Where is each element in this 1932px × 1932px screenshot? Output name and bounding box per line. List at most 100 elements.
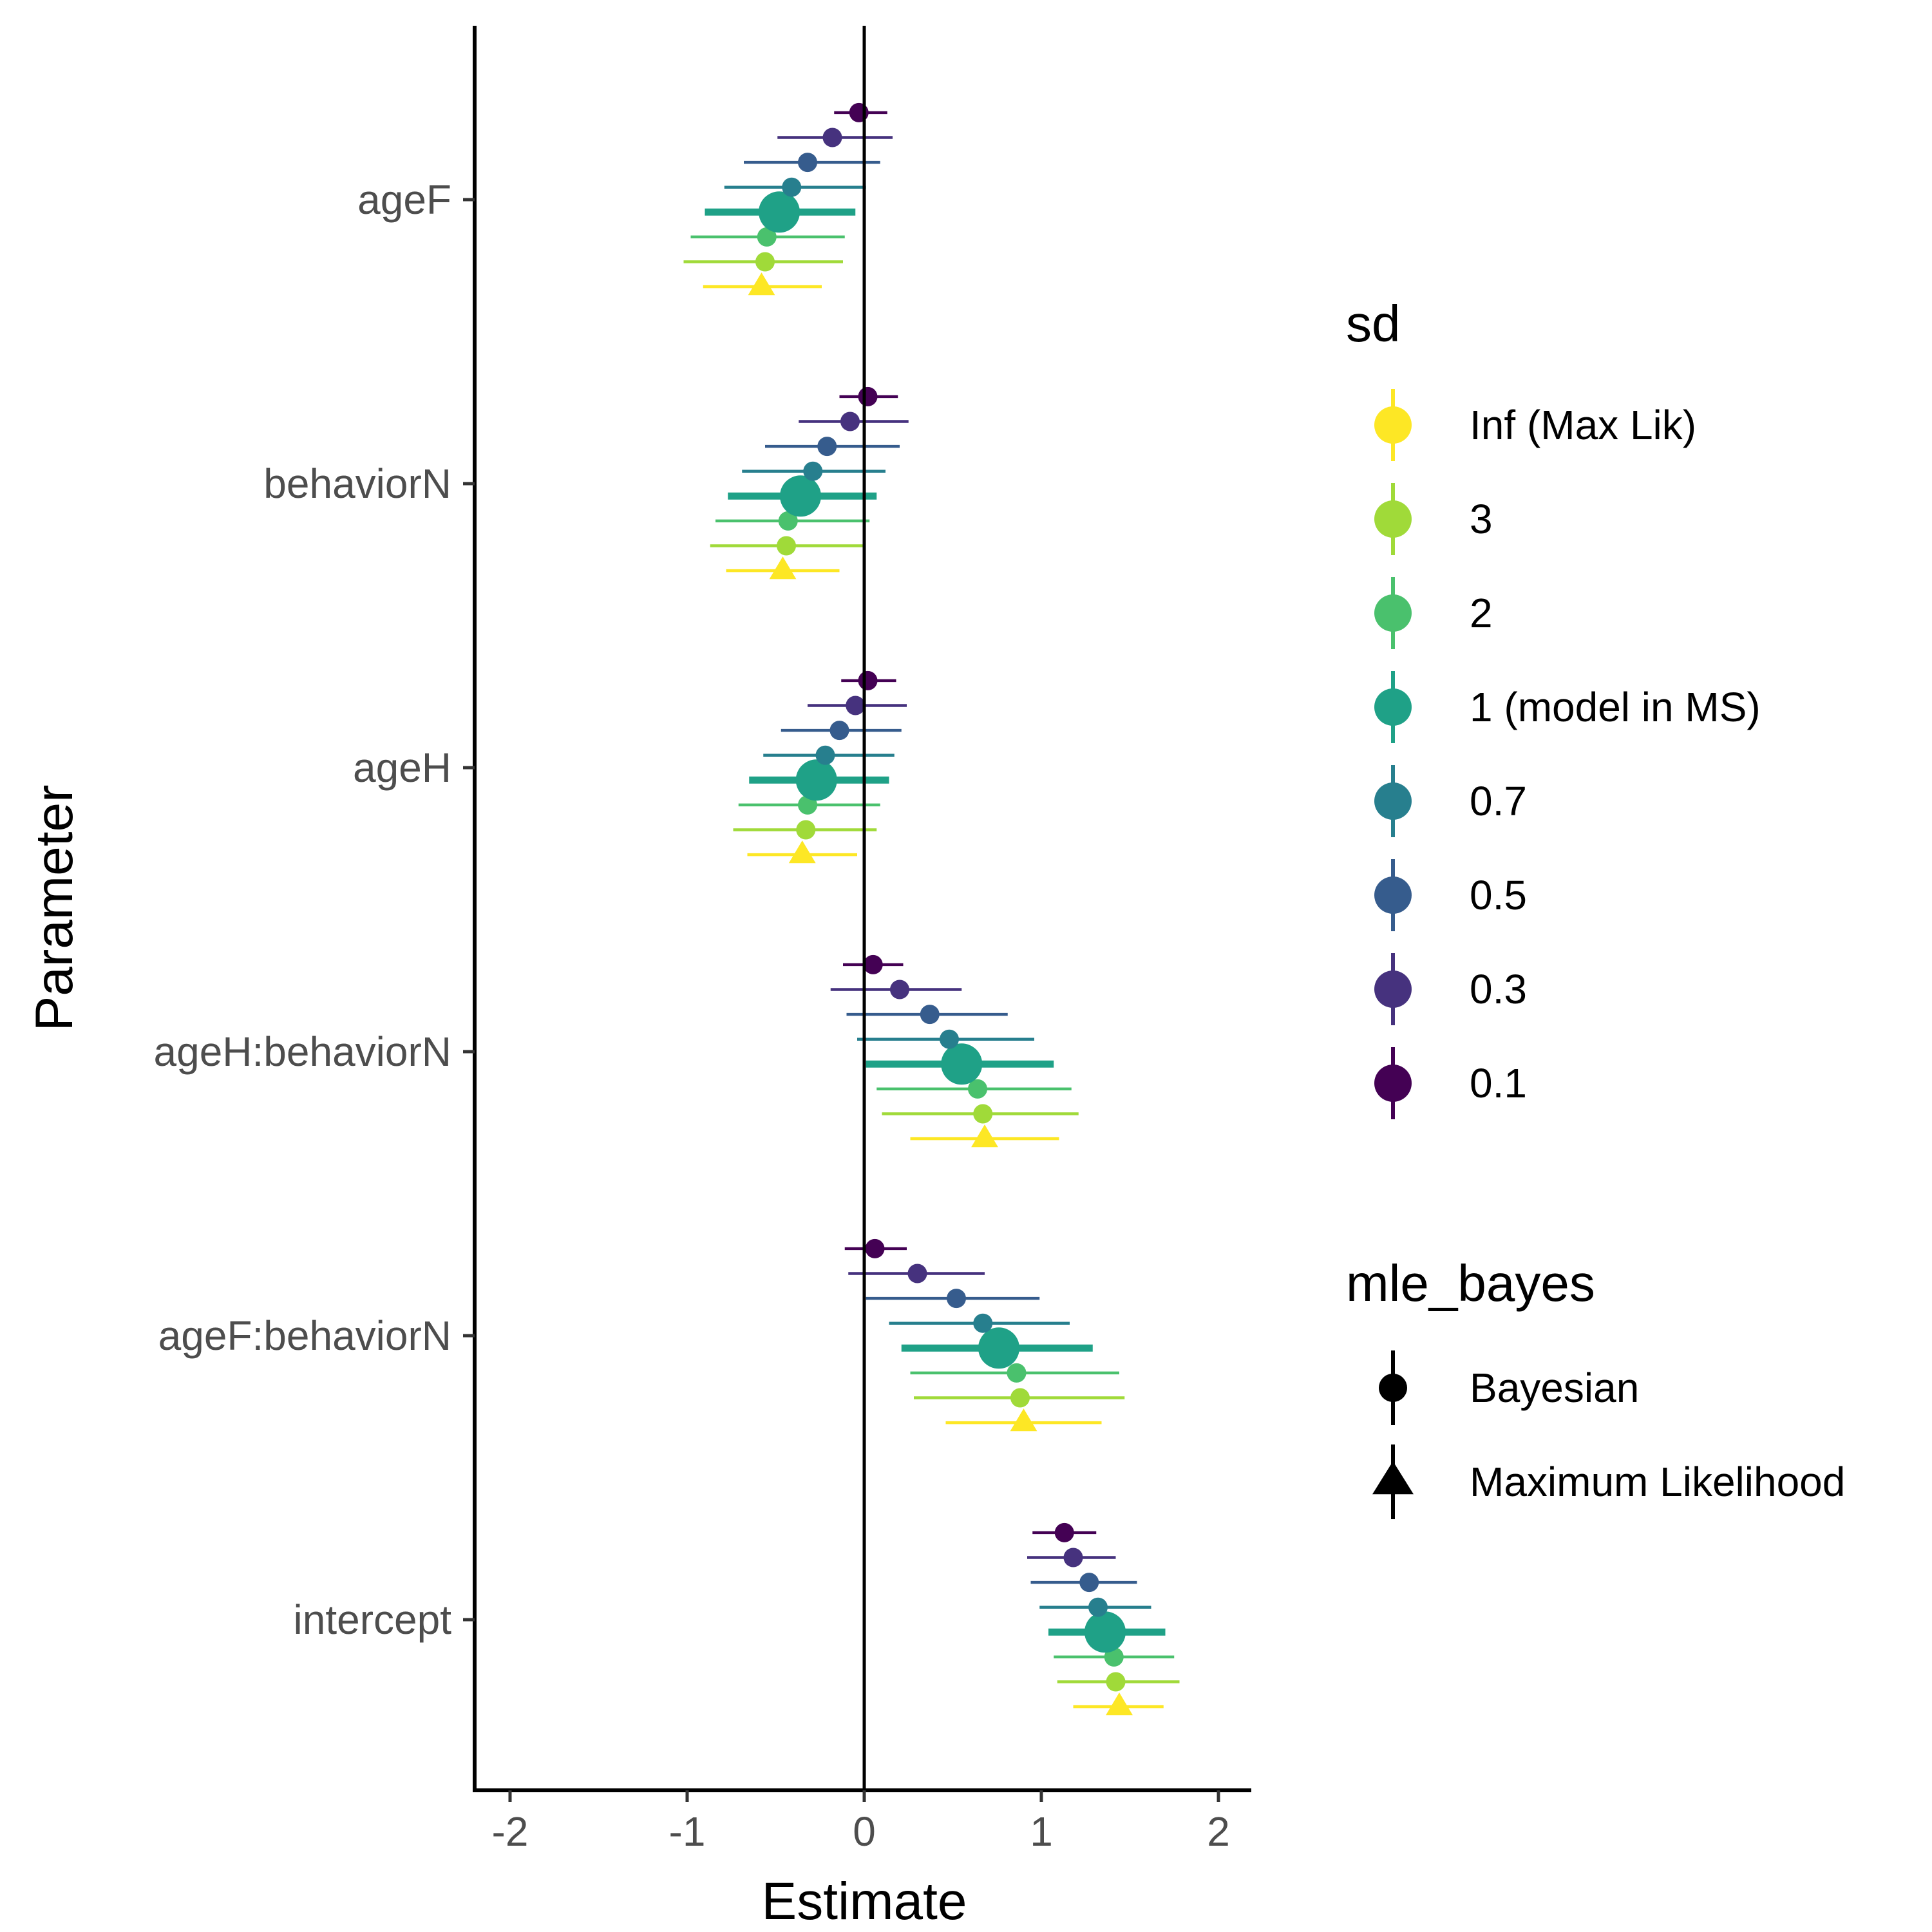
legend-key-point — [1374, 782, 1412, 820]
point-circle — [973, 1104, 993, 1124]
point-circle — [978, 1327, 1019, 1369]
legend-label: 0.1 — [1470, 1060, 1527, 1106]
legend-key-point — [1374, 406, 1412, 444]
legend-title-sd: sd — [1346, 295, 1401, 352]
legend-item-3: 3 — [1374, 483, 1493, 555]
x-tick-label: -2 — [492, 1808, 529, 1855]
point-circle — [817, 437, 837, 457]
point-circle — [1054, 1522, 1074, 1542]
point-circle — [863, 954, 883, 974]
y-tick-label: ageF — [357, 176, 451, 223]
legend-label: 1 (model in MS) — [1470, 684, 1761, 730]
point-circle — [757, 227, 777, 247]
axes: ageF behaviorN ageH ageH:behaviorN ageF:beha… — [25, 26, 1251, 1931]
legend-key-circle — [1379, 1374, 1407, 1402]
point-circle — [829, 721, 849, 741]
series-2 — [690, 227, 1175, 1667]
series-0-7 — [724, 177, 1151, 1617]
legend-item-0-3: 0.3 — [1374, 953, 1527, 1025]
x-tick-label: -1 — [669, 1808, 706, 1855]
point-circle — [1010, 1388, 1030, 1408]
legend-key-point — [1374, 1065, 1412, 1102]
point-triangle — [748, 272, 775, 296]
point-circle — [846, 696, 866, 715]
point-circle — [865, 1238, 885, 1258]
series-1-model-in-ms — [705, 191, 1166, 1653]
legend-item-1-model-in-ms: 1 (model in MS) — [1374, 671, 1761, 743]
legend-label: 2 — [1470, 590, 1493, 636]
point-triangle — [788, 840, 816, 864]
point-circle — [890, 980, 909, 999]
legend-item-0-7: 0.7 — [1374, 765, 1527, 837]
point-circle — [1079, 1573, 1099, 1593]
point-circle — [777, 536, 796, 556]
point-circle — [780, 475, 821, 517]
legend-item-bayesian: Bayesian — [1379, 1350, 1639, 1425]
legend-item-2: 2 — [1374, 577, 1493, 649]
y-tick-label: ageH:behaviorN — [154, 1028, 452, 1075]
y-tick-label: ageH — [353, 744, 451, 791]
series-inf-max-lik — [703, 272, 1164, 1716]
legend-key-point — [1374, 876, 1412, 914]
point-circle — [796, 820, 816, 840]
point-circle — [940, 1029, 959, 1049]
legend-label: Inf (Max Lik) — [1470, 402, 1696, 448]
series-3 — [683, 252, 1180, 1692]
point-circle — [1084, 1611, 1126, 1653]
legend-label: 0.3 — [1470, 966, 1527, 1012]
point-circle — [782, 177, 802, 197]
y-axis-title: Parameter — [25, 785, 84, 1032]
y-tick-label: intercept — [294, 1596, 452, 1643]
legend-label: 0.7 — [1470, 778, 1527, 824]
point-circle — [947, 1289, 966, 1309]
point-circle — [840, 412, 860, 431]
legend-label: Maximum Likelihood — [1470, 1459, 1845, 1505]
point-circle — [755, 252, 775, 272]
point-circle — [803, 461, 823, 481]
legend: sd Inf (Max Lik) 3 2 1 (model in MS) 0.7 0.5 0.… — [1346, 295, 1845, 1519]
point-circle — [815, 745, 835, 765]
legend-label: 0.5 — [1470, 872, 1527, 918]
x-tick-label: 1 — [1030, 1808, 1053, 1855]
legend-label: 3 — [1470, 496, 1493, 542]
point-circle — [1088, 1597, 1108, 1617]
point-triangle — [1010, 1408, 1037, 1432]
legend-key-triangle — [1372, 1461, 1414, 1495]
point-circle — [941, 1043, 983, 1085]
legend-item-inf-max-lik: Inf (Max Lik) — [1374, 389, 1696, 461]
point-circle — [795, 759, 837, 801]
x-axis-title: Estimate — [762, 1872, 967, 1931]
point-triangle — [1106, 1692, 1133, 1716]
point-triangle — [971, 1124, 998, 1148]
point-circle — [759, 191, 800, 233]
point-circle — [907, 1264, 927, 1283]
point-circle — [1007, 1363, 1027, 1383]
series-0-5 — [744, 153, 1137, 1593]
point-circle — [798, 153, 817, 173]
legend-item-0-1: 0.1 — [1374, 1047, 1527, 1119]
point-circle — [973, 1313, 993, 1333]
point-circle — [1063, 1548, 1083, 1567]
y-tick-label: ageF:behaviorN — [158, 1312, 451, 1359]
legend-key-point — [1374, 971, 1412, 1008]
series-0-3 — [777, 128, 1116, 1567]
y-tick-label: behaviorN — [263, 460, 451, 507]
legend-key-point — [1374, 500, 1412, 538]
legend-label: Bayesian — [1470, 1365, 1639, 1411]
point-circle — [920, 1005, 940, 1025]
plot-marks — [683, 102, 1180, 1716]
legend-title-mle-bayes: mle_bayes — [1346, 1255, 1595, 1312]
x-tick-label: 0 — [853, 1808, 876, 1855]
point-triangle — [769, 556, 797, 580]
point-circle — [778, 511, 798, 531]
legend-item-0-5: 0.5 — [1374, 859, 1527, 931]
point-circle — [858, 386, 878, 406]
series-0-1 — [834, 102, 1097, 1542]
point-circle — [1106, 1672, 1126, 1692]
point-circle — [968, 1079, 987, 1099]
legend-item-maximum-likelihood: Maximum Likelihood — [1372, 1444, 1845, 1519]
legend-key-point — [1374, 688, 1412, 726]
legend-key-point — [1374, 594, 1412, 632]
point-circle — [858, 670, 878, 690]
